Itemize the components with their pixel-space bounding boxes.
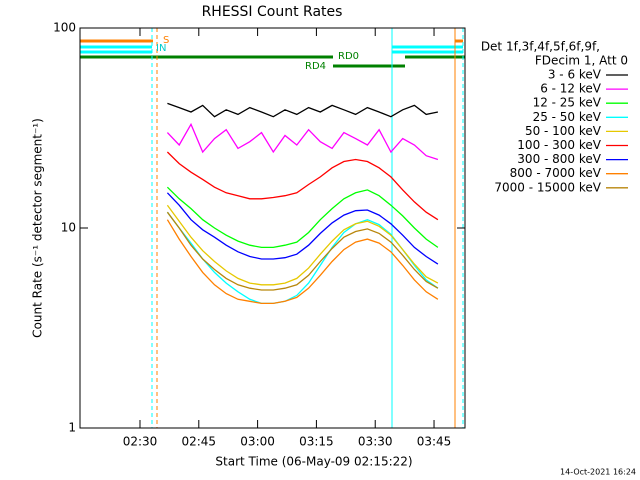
x-tick-label: 03:15 bbox=[299, 435, 334, 449]
chart-title: RHESSI Count Rates bbox=[202, 4, 343, 20]
legend-label: 800 - 7000 keV bbox=[510, 166, 602, 180]
y-tick-label: 10 bbox=[61, 221, 76, 235]
x-axis-label: Start Time (06-May-09 02:15:22) bbox=[215, 455, 412, 469]
legend-label: 25 - 50 keV bbox=[533, 110, 602, 124]
annotation: S bbox=[163, 35, 169, 46]
annotation: IN bbox=[156, 43, 166, 54]
y-tick-label: 1 bbox=[68, 421, 76, 435]
plot-area bbox=[166, 102, 439, 305]
legend-title: FDecim 1, Att 0 bbox=[535, 54, 628, 68]
legend-label: 12 - 25 keV bbox=[533, 96, 602, 110]
legend-label: 100 - 300 keV bbox=[517, 138, 601, 152]
x-tick-label: 02:45 bbox=[181, 435, 216, 449]
legend-label: 7000 - 15000 keV bbox=[494, 180, 601, 194]
legend-label: 6 - 12 keV bbox=[540, 82, 602, 96]
footer: 14-Oct-2021 16:24 bbox=[560, 468, 636, 477]
y-axis-label: Count Rate (s⁻¹ detector segment⁻¹) bbox=[31, 118, 45, 338]
x-tick-label: 03:00 bbox=[240, 435, 275, 449]
legend-label: 50 - 100 keV bbox=[525, 124, 602, 138]
series-line bbox=[166, 204, 439, 286]
legend-title: Det 1f,3f,4f,5f,6f,9f, bbox=[481, 40, 600, 54]
series-line bbox=[166, 122, 439, 161]
x-tick-label: 03:45 bbox=[417, 435, 452, 449]
series-line bbox=[166, 151, 439, 221]
series-line bbox=[166, 211, 439, 291]
annotation: RD4 bbox=[305, 61, 326, 72]
legend-label: 3 - 6 keV bbox=[548, 68, 602, 82]
series-line bbox=[167, 102, 439, 118]
series-line bbox=[166, 186, 439, 249]
series-line bbox=[166, 192, 439, 265]
annotation: RD0 bbox=[338, 51, 359, 62]
x-tick-label: 02:30 bbox=[123, 435, 158, 449]
series-line bbox=[166, 219, 439, 305]
y-tick-label: 100 bbox=[53, 21, 76, 35]
legend-label: 300 - 800 keV bbox=[517, 152, 601, 166]
x-tick-label: 03:30 bbox=[358, 435, 393, 449]
